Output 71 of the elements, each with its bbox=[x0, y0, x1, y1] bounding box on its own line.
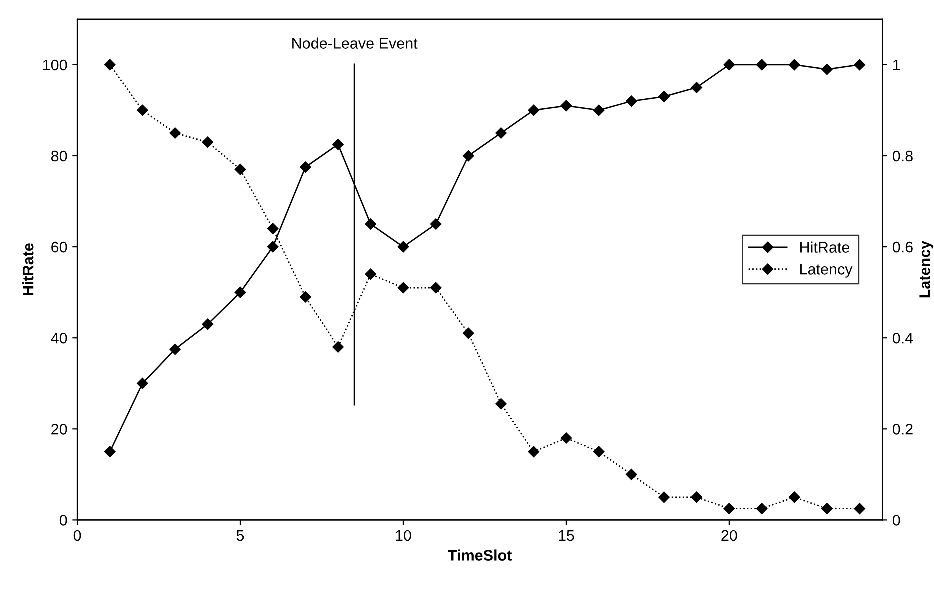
point bbox=[104, 59, 116, 71]
y-tick-label: 0 bbox=[60, 515, 68, 526]
point bbox=[593, 446, 605, 458]
point bbox=[691, 82, 702, 94]
y2-tick-label: 0.8 bbox=[892, 150, 913, 162]
point bbox=[398, 282, 410, 294]
point bbox=[560, 432, 572, 444]
point bbox=[234, 286, 246, 298]
x-tick-label: 15 bbox=[559, 530, 574, 542]
point bbox=[854, 59, 866, 71]
x-axis-title: TimeSlot bbox=[448, 550, 512, 561]
legend-label: HitRate bbox=[800, 242, 850, 253]
y-tick-label: 100 bbox=[43, 60, 68, 71]
point bbox=[724, 59, 736, 71]
point bbox=[365, 268, 376, 280]
point bbox=[267, 223, 279, 234]
ref-line-label: Node-Leave Event bbox=[292, 38, 418, 49]
point bbox=[104, 446, 116, 458]
y2-tick-label: 0 bbox=[892, 515, 900, 526]
point bbox=[332, 139, 344, 150]
y2-tick-label: 0.4 bbox=[892, 332, 914, 344]
point bbox=[528, 104, 540, 116]
point bbox=[202, 136, 214, 148]
point bbox=[234, 164, 246, 176]
point bbox=[496, 398, 507, 410]
point bbox=[463, 328, 474, 340]
point bbox=[658, 492, 670, 504]
point bbox=[593, 104, 605, 116]
x-tick-label: 20 bbox=[722, 530, 738, 542]
y-tick-label: 80 bbox=[51, 150, 68, 162]
point bbox=[398, 241, 410, 253]
y2-tick-label: 0.2 bbox=[892, 424, 913, 435]
x-tick-label: 0 bbox=[74, 530, 82, 542]
point bbox=[756, 59, 768, 71]
point bbox=[170, 344, 181, 356]
point bbox=[560, 100, 572, 112]
point bbox=[430, 282, 442, 294]
y-tick-label: 20 bbox=[52, 424, 68, 435]
point bbox=[365, 218, 376, 230]
legend-label: Latency bbox=[800, 264, 853, 278]
point bbox=[202, 318, 214, 330]
x-tick-label: 5 bbox=[236, 530, 244, 542]
x-tick-label: 10 bbox=[396, 530, 412, 542]
y-axis-title: HitRate bbox=[22, 244, 34, 296]
point bbox=[137, 378, 148, 390]
point bbox=[658, 91, 670, 102]
point bbox=[789, 492, 800, 504]
point bbox=[496, 128, 507, 139]
point bbox=[854, 503, 866, 514]
point bbox=[789, 59, 800, 71]
point bbox=[300, 162, 312, 173]
point bbox=[724, 503, 736, 514]
point bbox=[332, 342, 344, 353]
y-tick-label: 60 bbox=[52, 242, 68, 253]
point bbox=[528, 446, 540, 458]
point bbox=[626, 96, 638, 107]
point bbox=[463, 150, 474, 162]
point bbox=[300, 292, 312, 303]
point bbox=[626, 469, 638, 480]
point bbox=[691, 492, 702, 504]
y-tick-label: 40 bbox=[51, 332, 68, 344]
point bbox=[137, 104, 148, 116]
point bbox=[822, 503, 833, 514]
point bbox=[822, 64, 833, 76]
y2-tick-label: 0.6 bbox=[892, 242, 913, 253]
point bbox=[756, 503, 768, 514]
y2-tick-label: 1 bbox=[894, 60, 900, 70]
point bbox=[430, 218, 442, 230]
y2-axis-title: Latency bbox=[920, 241, 934, 298]
point bbox=[170, 128, 181, 139]
point bbox=[267, 241, 279, 253]
